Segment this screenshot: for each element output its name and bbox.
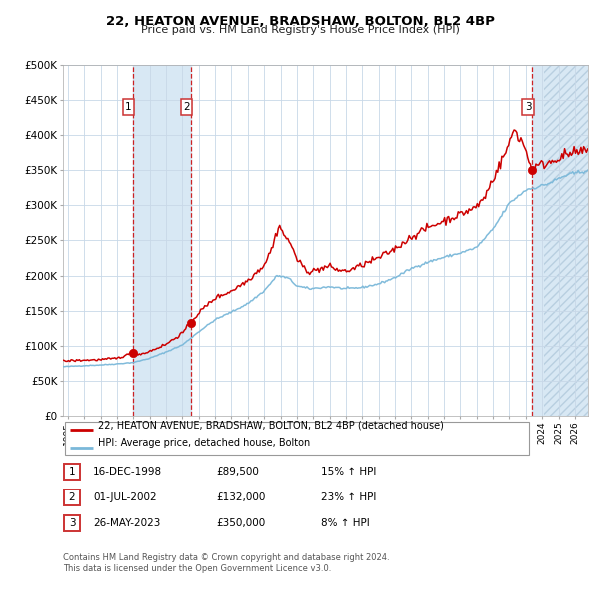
Text: 16-DEC-1998: 16-DEC-1998 — [93, 467, 162, 477]
Text: 3: 3 — [525, 102, 532, 112]
Text: 26-MAY-2023: 26-MAY-2023 — [93, 518, 160, 527]
FancyBboxPatch shape — [65, 422, 529, 455]
Text: 3: 3 — [68, 518, 76, 527]
Text: £89,500: £89,500 — [216, 467, 259, 477]
FancyBboxPatch shape — [64, 464, 80, 480]
Text: 15% ↑ HPI: 15% ↑ HPI — [321, 467, 376, 477]
Text: 1: 1 — [68, 467, 76, 477]
Text: 01-JUL-2002: 01-JUL-2002 — [93, 493, 157, 502]
Text: £350,000: £350,000 — [216, 518, 265, 527]
Text: Price paid vs. HM Land Registry's House Price Index (HPI): Price paid vs. HM Land Registry's House … — [140, 25, 460, 35]
Text: 1: 1 — [125, 102, 132, 112]
Text: 8% ↑ HPI: 8% ↑ HPI — [321, 518, 370, 527]
Text: 2: 2 — [183, 102, 190, 112]
Text: 2: 2 — [68, 493, 76, 502]
FancyBboxPatch shape — [64, 490, 80, 505]
FancyBboxPatch shape — [64, 514, 80, 531]
Text: This data is licensed under the Open Government Licence v3.0.: This data is licensed under the Open Gov… — [63, 565, 331, 573]
Text: HPI: Average price, detached house, Bolton: HPI: Average price, detached house, Bolt… — [98, 438, 310, 448]
Bar — [532, 65, 588, 416]
Text: 23% ↑ HPI: 23% ↑ HPI — [321, 493, 376, 502]
Bar — [544, 65, 588, 416]
Bar — [133, 65, 191, 416]
Text: 22, HEATON AVENUE, BRADSHAW, BOLTON, BL2 4BP (detached house): 22, HEATON AVENUE, BRADSHAW, BOLTON, BL2… — [98, 421, 444, 431]
Text: £132,000: £132,000 — [216, 493, 265, 502]
Text: Contains HM Land Registry data © Crown copyright and database right 2024.: Contains HM Land Registry data © Crown c… — [63, 553, 389, 562]
Text: 22, HEATON AVENUE, BRADSHAW, BOLTON, BL2 4BP: 22, HEATON AVENUE, BRADSHAW, BOLTON, BL2… — [106, 15, 494, 28]
